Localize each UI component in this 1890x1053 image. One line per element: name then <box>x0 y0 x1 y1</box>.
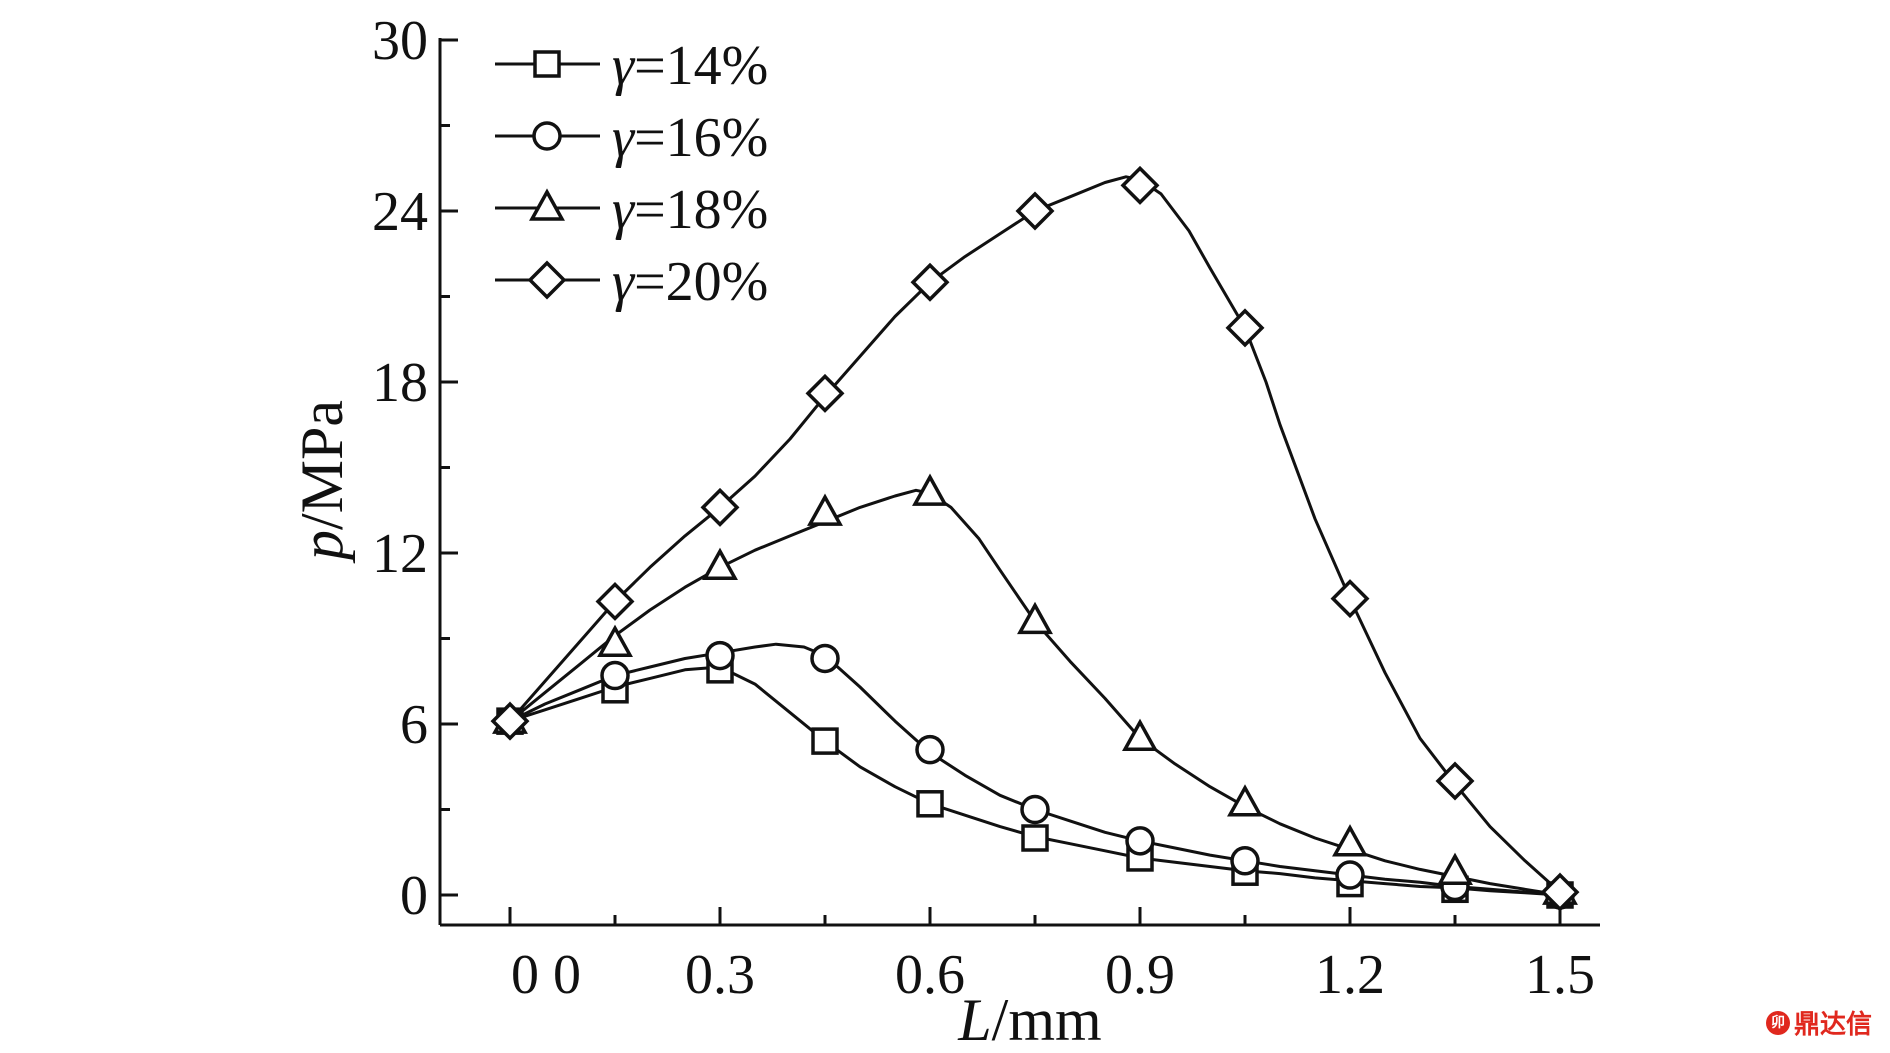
data-point-diamond <box>1540 872 1580 912</box>
series-diamond <box>490 165 1580 912</box>
y-tick-label: 0 <box>400 865 428 927</box>
series-line <box>508 175 1561 894</box>
legend-label: γ=20% <box>612 251 768 313</box>
data-point-triangle <box>912 473 948 506</box>
data-point-triangle <box>1332 824 1368 857</box>
x-tick-label: 1.5 <box>1525 944 1595 1006</box>
data-point-square <box>1021 824 1049 852</box>
data-point-diamond <box>595 581 635 621</box>
legend-item: γ=18% <box>495 179 768 241</box>
x-tick-label: 0 0 <box>511 944 581 1006</box>
legend-item: γ=16% <box>495 107 768 169</box>
data-point-circle <box>810 643 840 674</box>
watermark-text: 鼎达信 <box>1793 1010 1872 1040</box>
data-point-square <box>811 727 839 755</box>
x-axis-label: L/mm <box>957 987 1101 1053</box>
legend-item: γ=20% <box>495 251 768 313</box>
legend-marker-square <box>533 50 561 78</box>
data-point-circle <box>1335 860 1365 890</box>
data-point-diamond <box>1330 579 1370 619</box>
data-point-circle <box>705 640 735 671</box>
data-point-diamond <box>1225 308 1265 348</box>
legend-marker-diamond <box>527 260 567 300</box>
legend: γ=14% γ=16% γ=18% γ=20% <box>495 35 768 313</box>
data-point-circle <box>600 660 630 691</box>
watermark-logo-icon: 卯 <box>1765 1010 1790 1035</box>
legend-item: γ=14% <box>495 35 768 97</box>
x-tick-label: 0.3 <box>685 944 755 1006</box>
legend-marker-triangle <box>529 188 565 221</box>
series-square <box>496 656 1574 909</box>
data-point-circle <box>1125 826 1155 856</box>
legend-label: γ=18% <box>612 179 768 241</box>
data-point-circle <box>1020 794 1050 825</box>
y-tick-label: 12 <box>372 523 428 585</box>
data-point-diamond <box>490 701 530 741</box>
data-point-diamond <box>1120 165 1160 205</box>
watermark: 卯 鼎达信 <box>1765 1004 1872 1041</box>
series-line <box>509 488 1561 897</box>
data-point-diamond <box>700 487 740 527</box>
series-layer <box>490 165 1580 912</box>
legend-label: γ=14% <box>612 35 768 97</box>
y-tick-label: 6 <box>400 694 428 756</box>
data-point-circle <box>1230 846 1260 876</box>
data-point-triangle <box>597 624 633 657</box>
y-axis-label: p/MPa <box>289 400 355 564</box>
data-point-triangle <box>1017 601 1053 635</box>
data-point-diamond <box>1435 761 1475 801</box>
data-point-triangle <box>1437 852 1473 885</box>
x-tick-label: 1.2 <box>1315 944 1385 1006</box>
data-point-diamond <box>1015 191 1055 231</box>
data-point-diamond <box>805 373 845 413</box>
y-tick-label: 24 <box>372 181 428 243</box>
legend-marker-circle <box>532 121 562 151</box>
data-point-triangle <box>1122 718 1158 751</box>
data-point-triangle <box>807 493 843 526</box>
data-point-triangle <box>1227 784 1263 817</box>
data-point-triangle <box>702 547 738 580</box>
data-point-diamond <box>910 262 950 302</box>
y-tick-label: 18 <box>372 352 428 414</box>
series-line <box>509 642 1561 897</box>
x-tick-label: 0.9 <box>1105 944 1175 1006</box>
data-point-circle <box>915 734 945 765</box>
data-point-square <box>916 790 944 818</box>
x-tick-label: 0.6 <box>895 944 965 1006</box>
series-line <box>509 665 1561 897</box>
legend-label: γ=16% <box>612 107 768 169</box>
y-tick-label: 30 <box>372 10 428 72</box>
axes: 0 6 12 18 24 30 0 0 0.3 0.6 0.9 1.2 1.5 <box>372 10 1600 1006</box>
